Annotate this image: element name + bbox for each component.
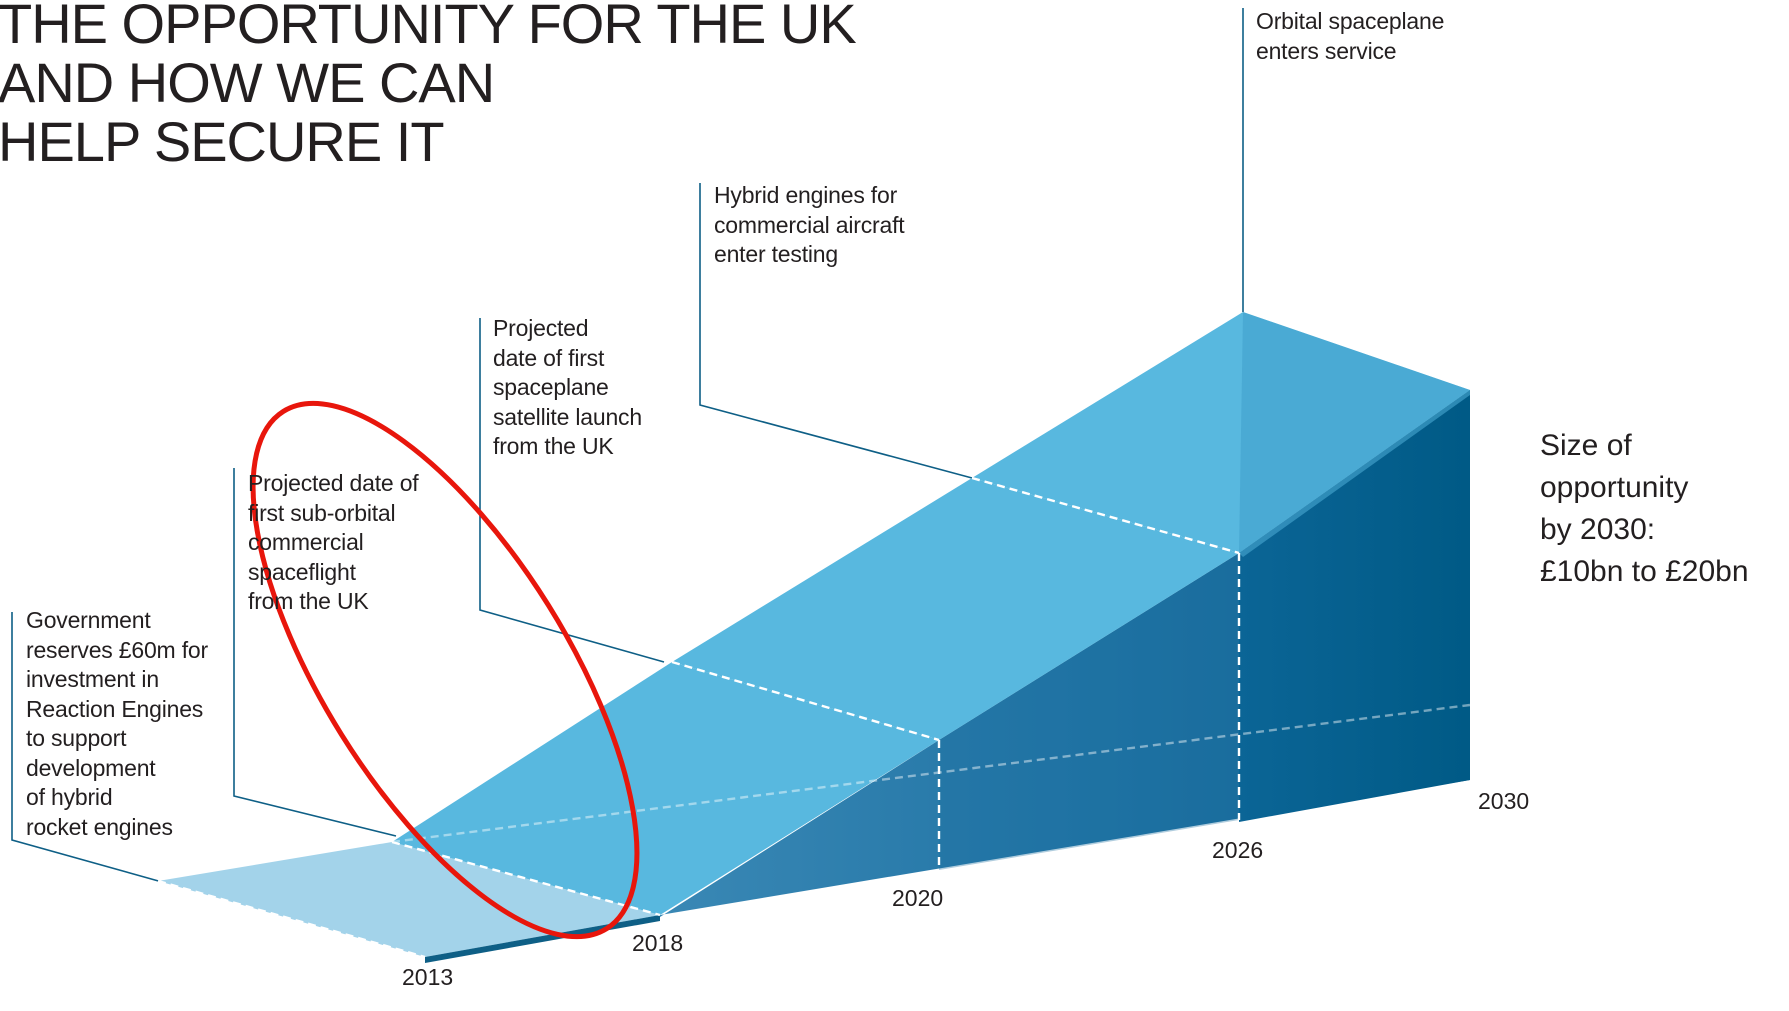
year-label-2026: 2026	[1212, 837, 1263, 863]
callout-orbital-spaceplane: Orbital spaceplane enters service	[1256, 8, 1445, 64]
top-face-far-strip	[1239, 390, 1470, 557]
leader-line-government	[11, 612, 163, 883]
annotation-circle	[250, 400, 640, 940]
leader-line-satellite	[479, 318, 665, 663]
year-label-2020: 2020	[892, 885, 943, 911]
wedge-top-rear	[1239, 312, 1470, 553]
callout-satellite-launch: Projected date of first spaceplane satel…	[493, 315, 642, 459]
leader-lines	[11, 8, 1244, 883]
top-face-2020-2026	[672, 478, 1239, 740]
base-slab-edge	[425, 915, 660, 963]
wedge-side-shade	[939, 553, 1239, 870]
title-line-3: HELP SECURE IT	[0, 110, 445, 173]
size-of-opportunity: Size of opportunity by 2030: £10bn to £2…	[1540, 429, 1749, 588]
title-line-1: THE OPPORTUNITY FOR THE UK	[0, 0, 857, 55]
leader-line-suborbital	[233, 468, 397, 837]
year-label-2018: 2018	[632, 930, 683, 956]
wedge-end-face	[1239, 390, 1470, 822]
top-face-2018-2020	[392, 662, 939, 915]
year-label-2013: 2013	[402, 964, 453, 990]
callout-suborbital-spaceflight: Projected date of first sub-orbital comm…	[248, 470, 419, 614]
callout-hybrid-engines: Hybrid engines for commercial aircraft e…	[714, 182, 905, 267]
title-line-2: AND HOW WE CAN	[0, 51, 495, 114]
year-label-2030: 2030	[1478, 788, 1529, 814]
leader-line-hybrid-engines	[699, 183, 973, 479]
page-title: THE OPPORTUNITY FOR THE UK AND HOW WE CA…	[0, 0, 857, 173]
callout-government: Government reserves £60m for investment …	[26, 607, 208, 840]
